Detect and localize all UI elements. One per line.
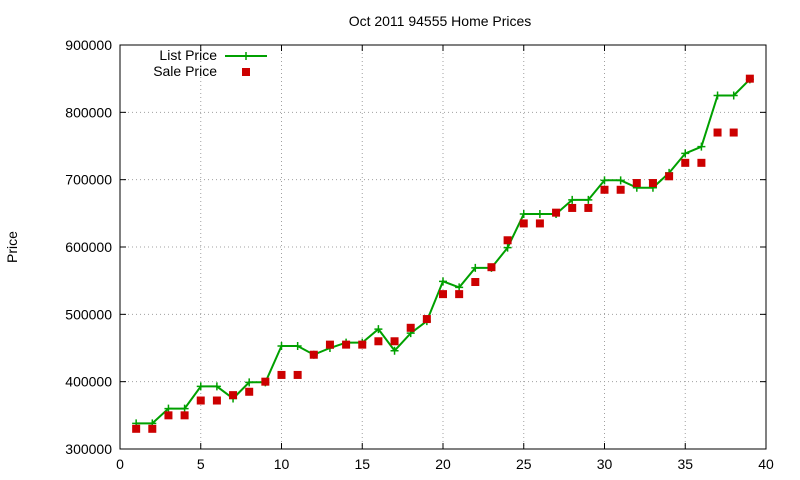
sale-price-point xyxy=(390,337,399,346)
x-tick-label: 5 xyxy=(197,456,205,472)
sale-price-point xyxy=(535,219,544,228)
sale-price-point xyxy=(293,370,302,379)
list-price-point xyxy=(245,378,254,387)
sale-price-point xyxy=(196,396,205,405)
list-price-point xyxy=(374,325,383,334)
list-price-point xyxy=(277,341,286,350)
sale-price-point xyxy=(681,158,690,167)
sale-price-point xyxy=(471,278,480,287)
sale-price-point xyxy=(665,172,674,181)
x-tick-label: 10 xyxy=(274,456,290,472)
list-price-point xyxy=(697,142,706,151)
sale-price-point xyxy=(455,290,464,299)
sale-price-point xyxy=(148,424,157,433)
list-price-point xyxy=(471,263,480,272)
sale-price-point xyxy=(697,158,706,167)
legend-marker-list-price xyxy=(242,52,250,60)
x-tick-label: 40 xyxy=(758,456,774,472)
y-tick-label: 600000 xyxy=(65,239,112,255)
list-price-point xyxy=(455,283,464,292)
list-price-point xyxy=(439,277,447,286)
series-line-list-price xyxy=(136,78,751,425)
sale-price-point xyxy=(616,185,625,194)
sale-price-point xyxy=(600,185,609,194)
list-price-point xyxy=(180,404,189,413)
sale-price-point xyxy=(487,263,496,272)
sale-price-point xyxy=(552,208,561,217)
legend-swatch-sale-price xyxy=(242,68,250,76)
axis-ticks: 0 5 10 15 20 25 30 35 40 300000 400000 500000 600000… xyxy=(65,37,774,472)
legend-label-list-price: List Price xyxy=(159,47,217,63)
list-price-point xyxy=(535,210,544,219)
sale-price-point xyxy=(342,340,351,349)
sale-price-point xyxy=(164,411,173,420)
sale-price-point xyxy=(180,411,189,420)
list-price-point xyxy=(600,176,609,185)
sale-price-point xyxy=(261,377,270,386)
list-price-point xyxy=(584,195,593,204)
x-tick-label: 30 xyxy=(597,456,613,472)
x-tick-label: 35 xyxy=(677,456,693,472)
sale-price-point xyxy=(212,396,221,405)
list-price-point xyxy=(729,91,738,100)
list-price-point xyxy=(503,243,512,252)
sale-price-point xyxy=(519,219,528,228)
list-price-point xyxy=(212,382,221,391)
list-price-point xyxy=(293,341,302,350)
list-price-point xyxy=(390,346,399,355)
sale-price-point xyxy=(406,323,415,332)
sale-price-point xyxy=(309,350,318,359)
chart-title: Oct 2011 94555 Home Prices xyxy=(349,13,532,29)
sale-price-point xyxy=(729,128,738,137)
sale-price-point xyxy=(245,387,254,396)
sale-price-point xyxy=(374,337,383,346)
sale-price-point xyxy=(713,128,722,137)
x-tick-label: 25 xyxy=(516,456,532,472)
y-tick-label: 900000 xyxy=(65,37,112,53)
sale-price-point xyxy=(422,315,431,324)
sale-price-point xyxy=(229,391,238,400)
list-price-point xyxy=(519,210,528,219)
sale-price-point xyxy=(277,370,286,379)
sale-price-point xyxy=(745,74,754,83)
x-tick-label: 20 xyxy=(435,456,451,472)
y-axis-label: Price xyxy=(4,231,20,263)
sale-price-point xyxy=(584,203,593,212)
series-layer xyxy=(132,74,754,433)
sale-price-point xyxy=(325,340,334,349)
y-tick-label: 400000 xyxy=(65,374,112,390)
y-tick-label: 800000 xyxy=(65,104,112,120)
y-tick-label: 500000 xyxy=(65,306,112,322)
sale-price-point xyxy=(503,236,512,245)
list-price-point xyxy=(616,176,625,185)
legend-swatches xyxy=(225,52,267,76)
sale-price-point xyxy=(132,424,141,433)
x-tick-label: 15 xyxy=(354,456,370,472)
y-tick-label: 300000 xyxy=(65,441,112,457)
sale-price-point xyxy=(648,179,657,188)
legend-label-sale-price: Sale Price xyxy=(153,63,217,79)
y-tick-label: 700000 xyxy=(65,172,112,188)
sale-price-point xyxy=(439,290,447,299)
sale-price-point xyxy=(568,203,577,212)
legend: List Price Sale Price xyxy=(153,47,267,79)
grid-lines xyxy=(120,45,766,449)
list-price-point xyxy=(568,195,577,204)
list-price-point xyxy=(713,91,722,100)
x-tick-label: 0 xyxy=(116,456,124,472)
sale-price-point xyxy=(358,340,367,349)
list-price-point xyxy=(196,382,205,391)
sale-price-point xyxy=(632,179,641,188)
list-price-point xyxy=(681,149,690,158)
list-price-point xyxy=(164,404,173,413)
